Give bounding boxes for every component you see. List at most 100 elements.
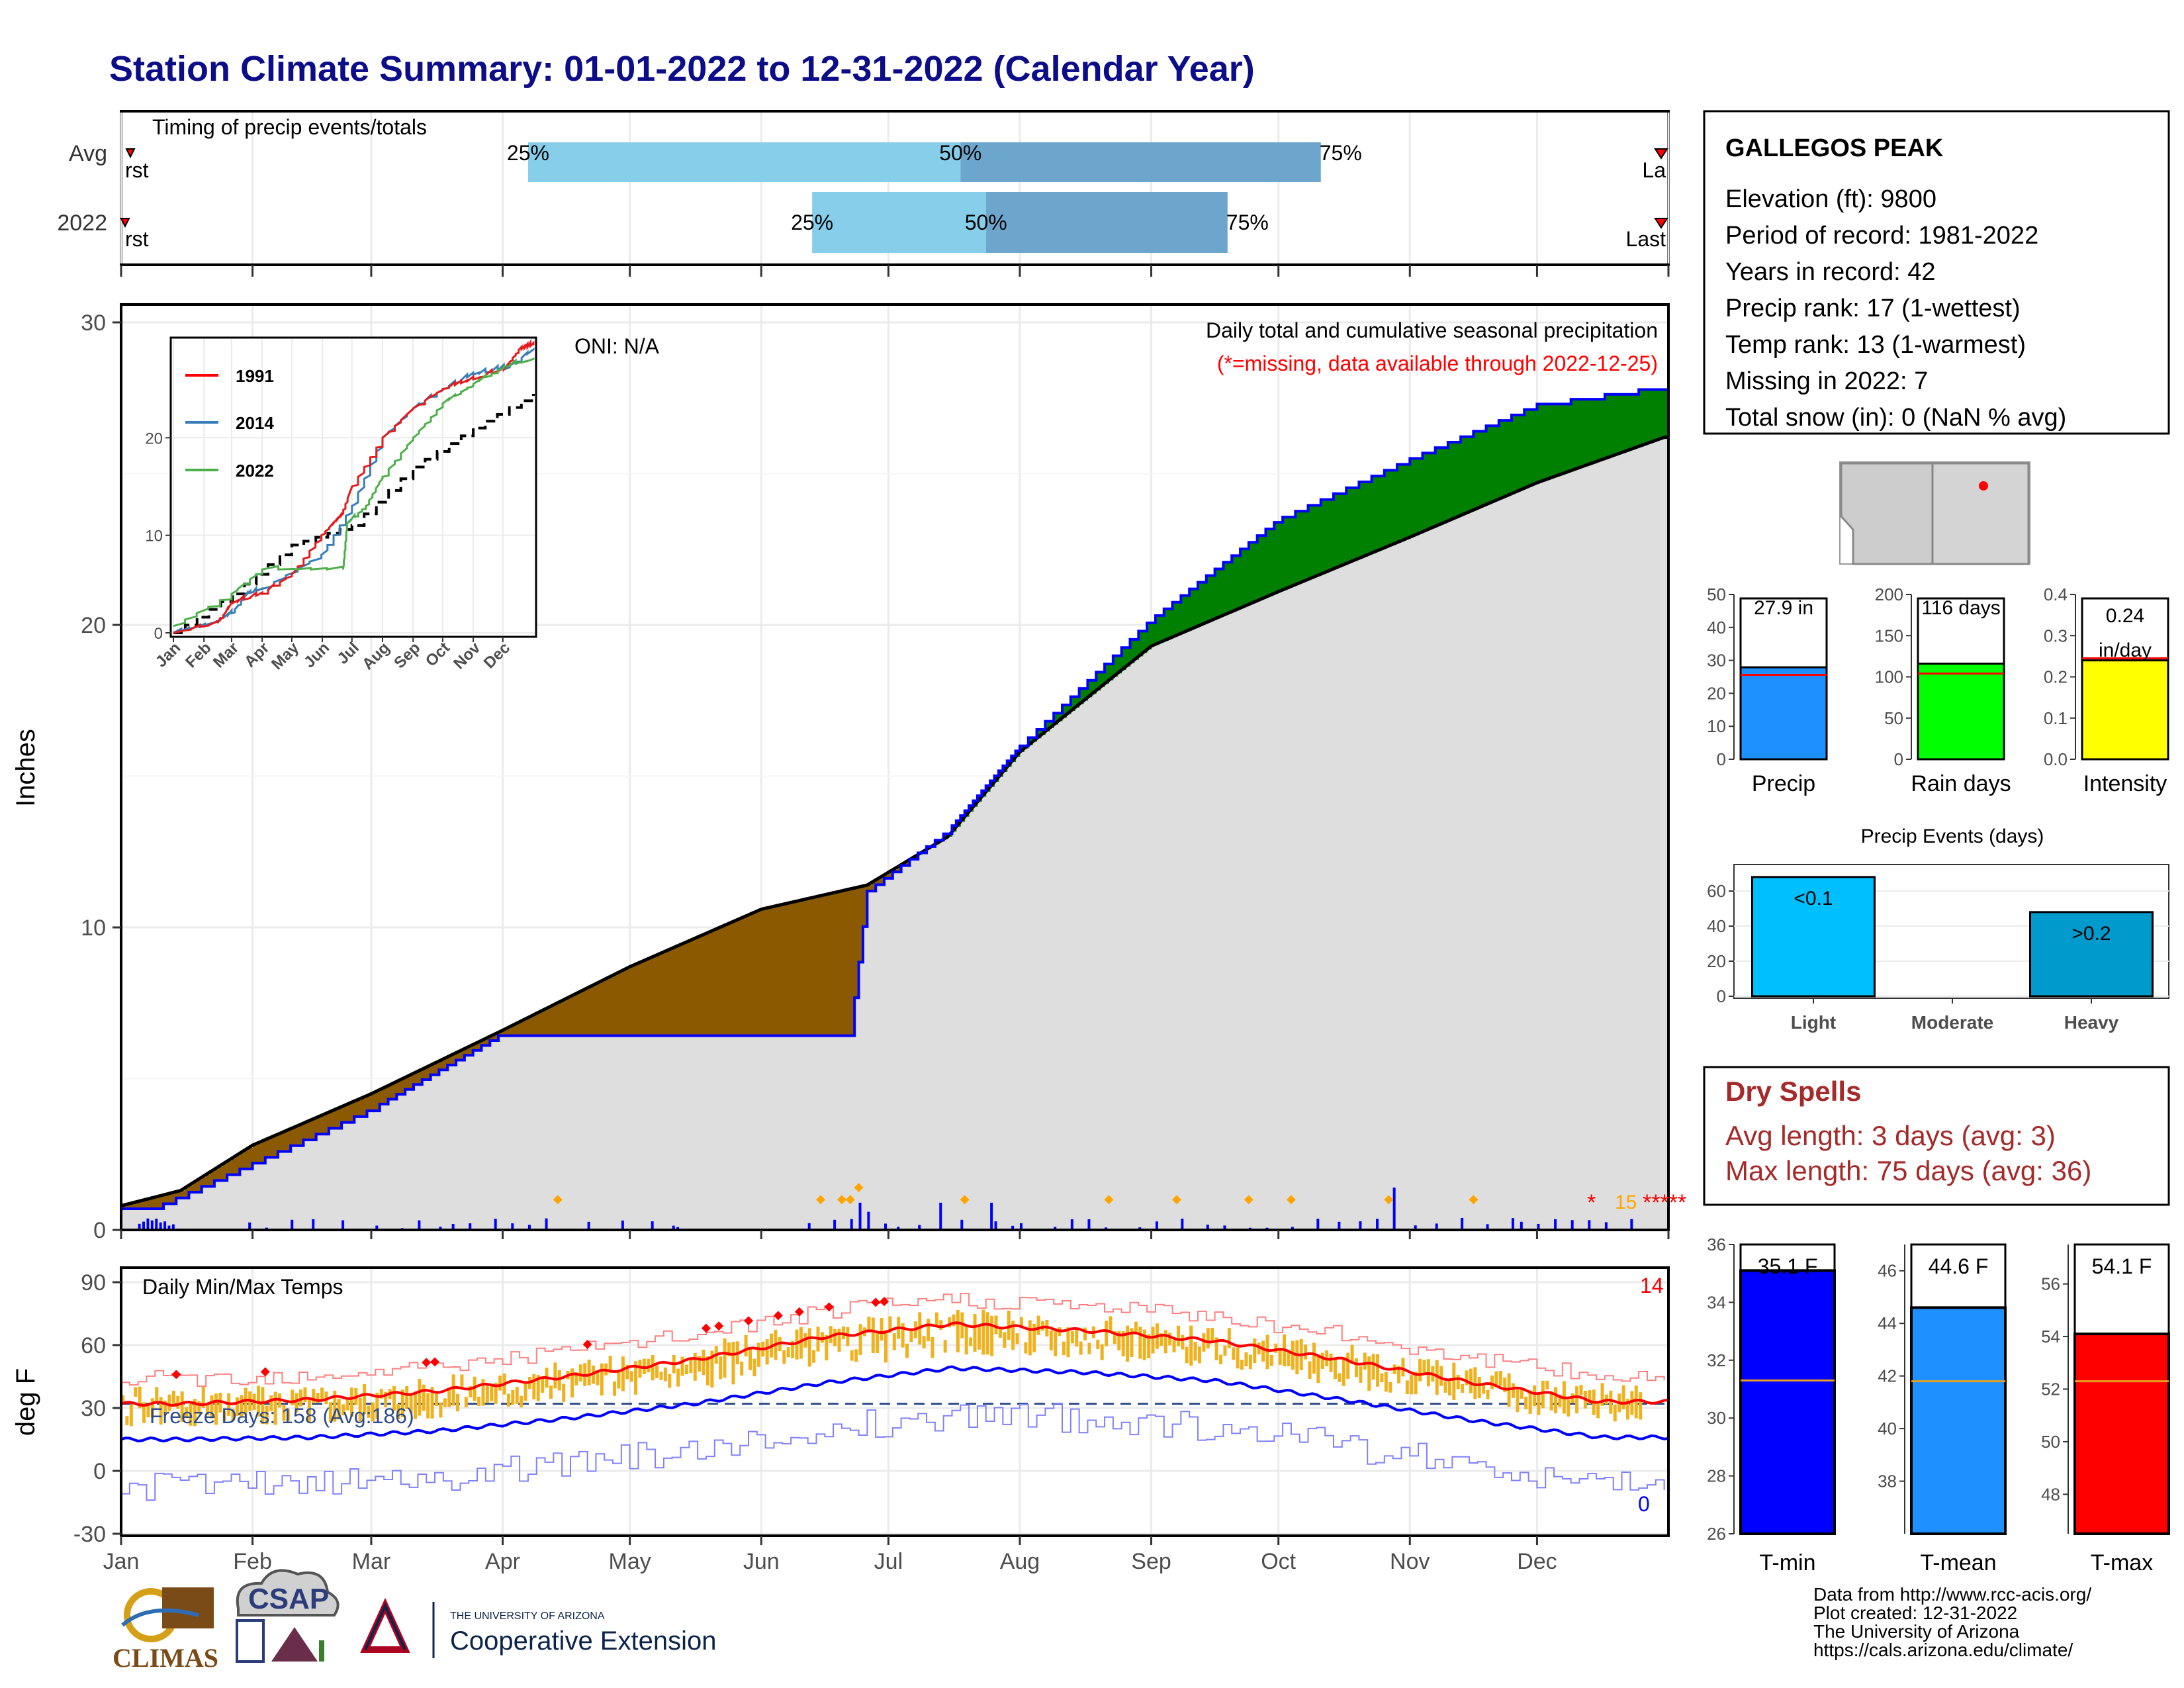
- timing-label-50: 50%: [965, 211, 1007, 234]
- daily-precip-bar: [469, 1223, 472, 1230]
- record-high-marker: [879, 1297, 889, 1307]
- temp-title: Daily Min/Max Temps: [142, 1275, 343, 1299]
- ua-big-text: Cooperative Extension: [450, 1626, 716, 1656]
- missing-count: 15: [1615, 1192, 1637, 1213]
- record-high-marker: [422, 1358, 432, 1368]
- record-precip-marker: [854, 1183, 864, 1193]
- locator-map: [1839, 461, 2030, 565]
- record-precip-marker: [1244, 1195, 1253, 1205]
- month-label: May: [609, 1549, 651, 1574]
- events-y-tick-label: 20: [1707, 951, 1726, 971]
- timing-label-75: 75%: [1320, 141, 1362, 165]
- summary-bar-value-label: 27.9 in: [1754, 597, 1813, 619]
- summary-y-tick-label: 0.1: [2044, 708, 2068, 728]
- events-bar-label: >0.2: [2071, 923, 2111, 945]
- summary-y-tick-label: 50: [1884, 708, 1903, 728]
- daily-precip-bar: [451, 1223, 455, 1230]
- month-label: Nov: [1390, 1549, 1430, 1574]
- record-precip-marker: [1384, 1195, 1394, 1205]
- daily-precip-bar: [1011, 1225, 1015, 1230]
- daily-precip-bar: [167, 1225, 171, 1230]
- daily-precip-bar: [1087, 1219, 1091, 1230]
- inset-legend-2022: 2022: [236, 461, 274, 481]
- summary-y-tick-label: 0.3: [2044, 626, 2068, 645]
- dry-spells-max: Max length: 75 days (avg: 36): [1725, 1155, 2091, 1186]
- daily-precip-bar: [312, 1219, 315, 1230]
- record-precip-marker: [837, 1195, 846, 1205]
- station-location-marker: [1979, 481, 1988, 491]
- daily-precip-bar: [1155, 1221, 1158, 1230]
- timing-label-50: 50%: [939, 141, 981, 165]
- ua-small-text: THE UNIVERSITY OF ARIZONA: [450, 1611, 605, 1622]
- normal-low-line: [120, 1365, 1669, 1443]
- precip-y-tick-label: 10: [81, 915, 106, 941]
- temp-summary-value-label: 44.6 F: [1929, 1254, 1989, 1278]
- temp-summary-label: T-min: [1760, 1550, 1816, 1575]
- inset-average-line: [173, 394, 535, 634]
- timing-label: Timing of precip events/totals: [152, 115, 427, 139]
- last-event-marker: [1654, 218, 1668, 229]
- record-high-marker: [824, 1302, 834, 1312]
- precip-y-axis-label: Inches: [11, 729, 40, 807]
- observed-cumulative-line: [121, 385, 1670, 1211]
- below-average-area: [121, 851, 927, 1209]
- daily-precip-bar: [960, 1219, 964, 1230]
- daily-precip-bar: [494, 1219, 497, 1230]
- daily-precip-bar: [884, 1223, 887, 1230]
- daily-precip-bar: [511, 1223, 514, 1230]
- record-high-marker: [871, 1297, 881, 1307]
- daily-precip-bar: [1537, 1223, 1540, 1230]
- summary-bar-value-label: 116 days: [1921, 597, 2001, 619]
- daily-precip-bar: [163, 1221, 167, 1230]
- events-bar: [1751, 876, 1876, 998]
- events-category-label: Moderate: [1911, 1012, 1993, 1033]
- daily-precip-bar: [1291, 1227, 1294, 1230]
- temp-summary-y-tick-label: 42: [1878, 1366, 1897, 1386]
- timing-row-label-2022: 2022: [57, 211, 107, 236]
- summary-bar-label: Intensity: [2083, 771, 2167, 796]
- daily-precip-bar: [527, 1225, 531, 1230]
- summary-bar-value: [1917, 663, 2005, 761]
- record-high-marker: [794, 1307, 804, 1317]
- inset-line-2014: [173, 347, 535, 634]
- record-high-envelope: [121, 1293, 1665, 1387]
- events-category-label: Heavy: [2064, 1012, 2119, 1033]
- daily-precip-bar: [1392, 1188, 1396, 1230]
- first-label: rst: [125, 158, 149, 182]
- daily-precip-bar: [994, 1221, 997, 1230]
- daily-precip-bar: [1223, 1225, 1226, 1230]
- daily-precip-bar: [587, 1221, 590, 1230]
- summary-bars: 0 10 20 30 40 50 27.9 in Precip 0 50 100 150 200 116 …: [1707, 585, 2169, 796]
- last-label: La: [1642, 158, 1666, 182]
- temp-y-tick-label: 90: [81, 1270, 106, 1295]
- summary-y-tick-label: 150: [1875, 626, 1903, 645]
- temp-y-tick-label: 60: [81, 1333, 106, 1358]
- month-label: Dec: [1517, 1549, 1557, 1574]
- record-precip-marker: [1104, 1195, 1114, 1205]
- temp-summary-y-tick-label: 50: [2041, 1432, 2060, 1452]
- timing-label-75: 75%: [1226, 211, 1269, 234]
- month-label: Aug: [1000, 1549, 1040, 1574]
- daily-precip-bar: [1019, 1223, 1023, 1230]
- temp-panel: -30 0 30 60 90 Jan Feb Mar Apr May Jun Jul Aug Sep Oct…: [11, 1266, 1670, 1574]
- station-line-elevation: Elevation (ft): 9800: [1725, 185, 1936, 213]
- daily-precip-bar: [1630, 1219, 1633, 1230]
- precip-events-panel: Precip Events (days) 0 20 40 60 <0.1 Light Mod…: [1707, 825, 2169, 1033]
- temp-summary-y-tick-label: 26: [1707, 1524, 1726, 1544]
- temp-y-axis-label: deg F: [11, 1368, 40, 1436]
- daily-precip-bar: [1588, 1220, 1591, 1230]
- daily-precip-bar: [807, 1223, 811, 1230]
- month-label: Jan: [103, 1549, 140, 1574]
- events-bar-label: <0.1: [1794, 888, 1833, 910]
- climas-logo: CLIMAS: [113, 1587, 218, 1673]
- summary-y-tick-label: 0.2: [2044, 667, 2068, 687]
- daily-precip-bar: [918, 1225, 921, 1230]
- daily-precip-bar: [990, 1202, 993, 1230]
- month-label: Feb: [233, 1549, 272, 1574]
- month-label: Apr: [485, 1549, 520, 1574]
- daily-precip-bar: [439, 1227, 442, 1230]
- daily-precip-bar: [1316, 1219, 1320, 1230]
- daily-precip-bar: [375, 1225, 379, 1230]
- daily-precip-bar: [138, 1223, 141, 1230]
